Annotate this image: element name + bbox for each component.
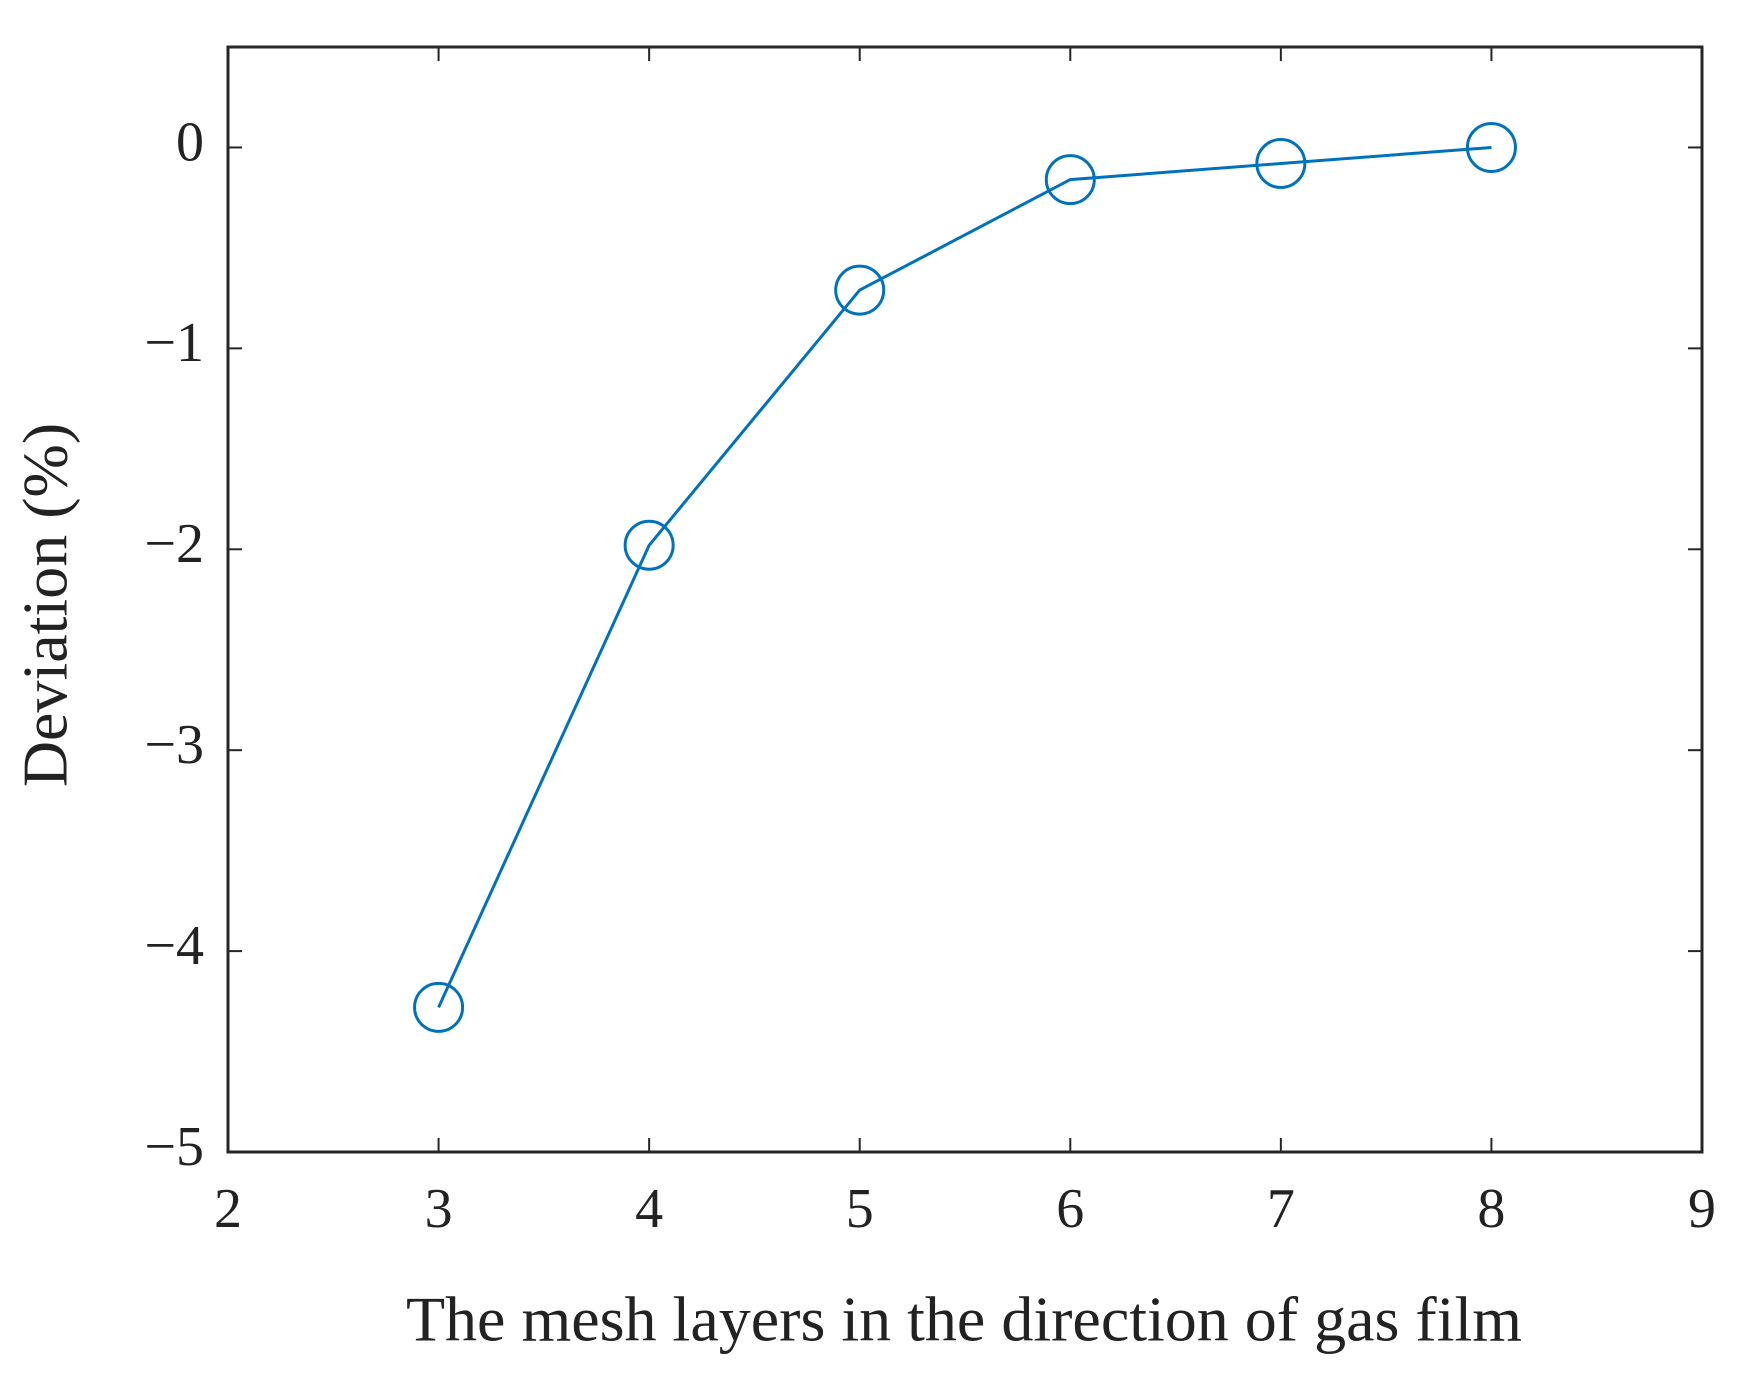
x-axis-label: The mesh layers in the direction of gas … [406,1284,1522,1355]
marker [834,264,886,316]
x-tick-label: 5 [846,1178,874,1240]
y-axis-label: Deviation (%) [10,423,81,787]
y-tick-label: −1 [144,312,204,374]
y-tick-label: −5 [144,1116,204,1178]
marker [1255,138,1307,190]
marker [413,981,465,1033]
marker [1465,121,1517,173]
plot-frame [226,45,1704,1154]
y-tick-label: −4 [144,915,204,977]
x-tick-label: 8 [1477,1178,1505,1240]
y-tick-label: −3 [144,714,204,776]
x-tick-label: 4 [635,1178,663,1240]
x-tick-label: 2 [214,1178,242,1240]
x-tick-label: 7 [1267,1178,1295,1240]
x-tick-label: 9 [1688,1178,1716,1240]
marker [1044,154,1096,206]
line [437,145,1492,1008]
x-tick-label: 3 [425,1178,453,1240]
x-tick-label: 6 [1056,1178,1084,1240]
y-tick-label: 0 [176,111,204,173]
marker [623,519,675,571]
y-tick-label: −2 [144,513,204,575]
